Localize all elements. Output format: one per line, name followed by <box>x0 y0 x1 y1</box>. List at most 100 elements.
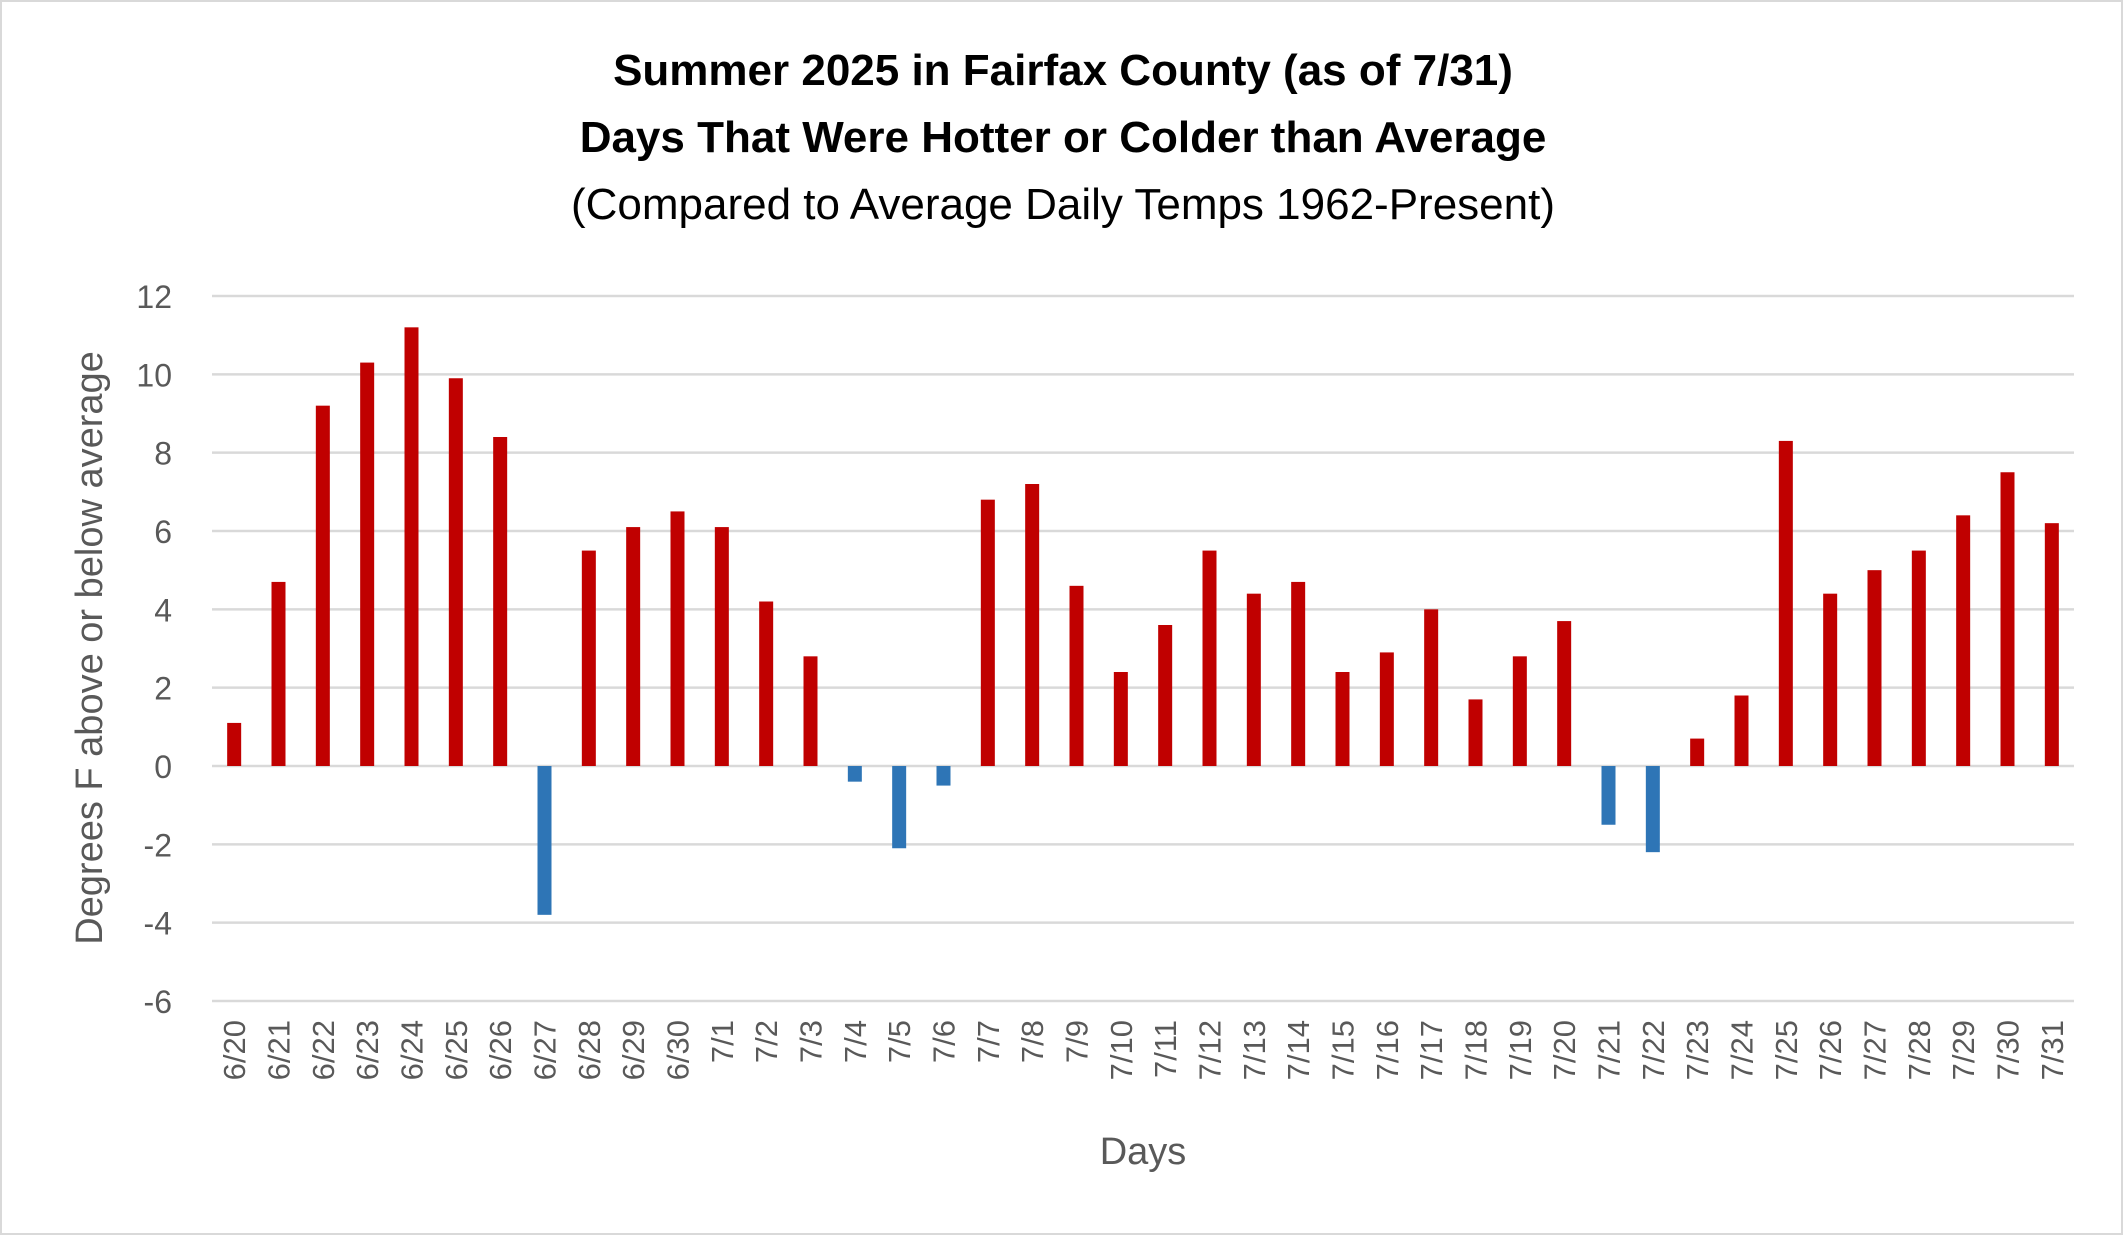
bar-7-14 <box>1291 581 1306 766</box>
x-tick-label: 7/29 <box>1946 1020 1981 1080</box>
x-tick-label: 7/28 <box>1902 1020 1937 1080</box>
x-tick-label: 7/25 <box>1769 1020 1804 1080</box>
bar-7-13 <box>1246 593 1261 766</box>
bar-7-22 <box>1645 766 1660 853</box>
y-tick-label: 12 <box>136 279 172 315</box>
bar-6-29 <box>626 527 641 766</box>
bar-7-1 <box>714 527 729 766</box>
bar-6-22 <box>315 405 330 766</box>
x-tick-label: 7/19 <box>1503 1020 1538 1080</box>
x-tick-label: 7/1 <box>705 1020 740 1063</box>
bar-7-20 <box>1557 621 1572 766</box>
bar-7-7 <box>980 499 995 766</box>
x-tick-label: 7/13 <box>1237 1020 1272 1080</box>
bar-6-26 <box>493 437 508 766</box>
bar-6-30 <box>670 511 685 766</box>
x-tick-label: 6/23 <box>350 1020 385 1080</box>
x-tick-label: 7/27 <box>1858 1020 1893 1080</box>
x-tick-label: 7/14 <box>1281 1020 1316 1080</box>
x-axis-label: Days <box>1100 1131 1187 1173</box>
x-tick-label: 6/25 <box>439 1020 474 1080</box>
x-tick-label: 6/29 <box>616 1020 651 1080</box>
x-tick-label: 6/21 <box>262 1020 297 1080</box>
bar-7-21 <box>1601 766 1616 825</box>
y-tick-label: -6 <box>144 984 172 1020</box>
bar-7-30 <box>2000 472 2015 766</box>
bar-7-29 <box>1956 515 1971 766</box>
x-tick-label: 7/8 <box>1015 1020 1050 1063</box>
x-tick-label: 7/3 <box>794 1020 829 1063</box>
y-tick-label: 4 <box>154 592 172 628</box>
x-tick-label: 7/18 <box>1459 1020 1494 1080</box>
x-tick-label: 7/26 <box>1813 1020 1848 1080</box>
bar-6-20 <box>227 722 242 766</box>
x-tick-label: 7/15 <box>1326 1020 1361 1080</box>
x-tick-label: 7/23 <box>1680 1020 1715 1080</box>
bar-6-25 <box>448 378 463 766</box>
x-tick-label: 6/26 <box>483 1020 518 1080</box>
bar-6-21 <box>271 581 286 766</box>
y-axis-label: Degrees F above or below average <box>69 351 111 945</box>
bar-7-17 <box>1424 609 1439 766</box>
x-tick-label: 7/20 <box>1547 1020 1582 1080</box>
bar-7-27 <box>1867 570 1882 766</box>
bar-7-5 <box>892 766 907 849</box>
y-tick-label: 6 <box>154 514 172 550</box>
x-tick-label: 7/22 <box>1636 1020 1671 1080</box>
bar-7-19 <box>1512 656 1527 766</box>
x-tick-label: 7/30 <box>1991 1020 2026 1080</box>
y-tick-label: 0 <box>154 749 172 785</box>
x-tick-label: 7/17 <box>1414 1020 1449 1080</box>
bar-7-12 <box>1202 550 1217 766</box>
x-tick-label: 7/9 <box>1060 1020 1095 1063</box>
bar-7-26 <box>1823 593 1838 766</box>
x-tick-label: 7/4 <box>838 1020 873 1063</box>
bar-7-4 <box>847 766 862 782</box>
y-tick-label: 10 <box>136 357 172 393</box>
bar-6-24 <box>404 327 419 766</box>
x-tick-label: 6/20 <box>217 1020 252 1080</box>
bar-7-8 <box>1025 484 1040 766</box>
chart-title-line-2: Days That Were Hotter or Colder than Ave… <box>580 113 1547 162</box>
y-tick-label: -2 <box>144 827 172 863</box>
chart-title-line-1: Summer 2025 in Fairfax County (as of 7/3… <box>613 46 1513 95</box>
x-tick-label: 7/2 <box>749 1020 784 1063</box>
bar-6-23 <box>360 362 375 766</box>
bar-7-9 <box>1069 585 1084 766</box>
x-tick-label: 6/24 <box>395 1020 430 1080</box>
bar-7-24 <box>1734 695 1749 766</box>
x-tick-label: 7/21 <box>1592 1020 1627 1080</box>
x-tick-label: 7/11 <box>1148 1020 1183 1078</box>
bar-6-27 <box>537 766 552 915</box>
bar-7-31 <box>2044 523 2059 766</box>
bar-7-3 <box>803 656 818 766</box>
bar-7-6 <box>936 766 951 786</box>
x-tick-label: 6/28 <box>572 1020 607 1080</box>
x-tick-label: 7/10 <box>1104 1020 1139 1080</box>
chart-subtitle: (Compared to Average Daily Temps 1962-Pr… <box>571 180 1555 229</box>
bar-7-28 <box>1911 550 1926 766</box>
bar-7-10 <box>1113 672 1128 766</box>
x-tick-label: 7/24 <box>1725 1020 1760 1080</box>
x-tick-label: 6/27 <box>528 1020 563 1080</box>
x-tick-label: 6/30 <box>661 1020 696 1080</box>
x-tick-label: 6/22 <box>306 1020 341 1080</box>
bar-7-16 <box>1379 652 1394 766</box>
bar-7-2 <box>759 601 774 766</box>
x-tick-label: 7/31 <box>2035 1020 2070 1080</box>
x-tick-label: 7/6 <box>927 1020 962 1063</box>
bar-7-11 <box>1158 625 1173 766</box>
x-tick-label: 7/16 <box>1370 1020 1405 1080</box>
bar-7-23 <box>1690 738 1705 766</box>
x-tick-label: 7/7 <box>971 1020 1006 1063</box>
y-tick-label: 8 <box>154 436 172 472</box>
bar-7-25 <box>1778 440 1793 766</box>
bar-7-15 <box>1335 672 1350 766</box>
y-tick-label: 2 <box>154 671 172 707</box>
bar-7-18 <box>1468 699 1483 766</box>
y-tick-label: -4 <box>144 906 172 942</box>
bar-6-28 <box>581 550 596 766</box>
x-tick-label: 7/5 <box>882 1020 917 1063</box>
